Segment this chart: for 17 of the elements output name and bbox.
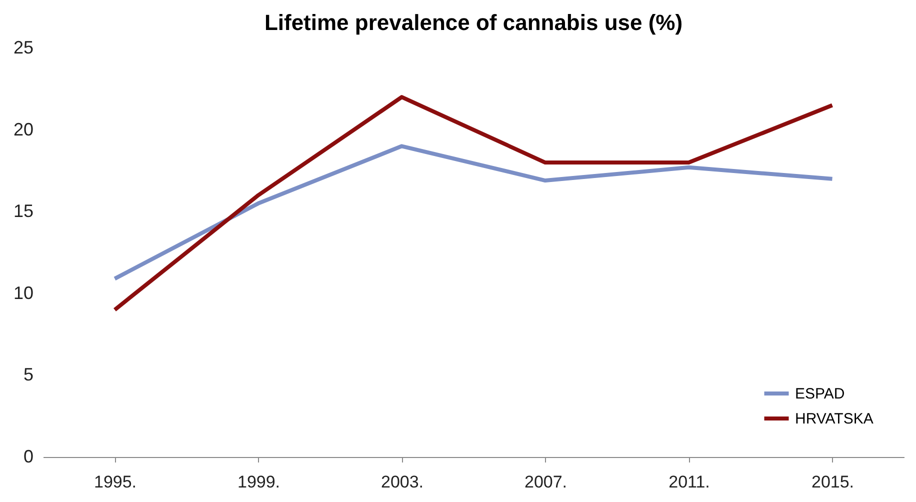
- x-tick-label: 1999.: [237, 472, 280, 492]
- y-tick-label: 25: [13, 38, 34, 58]
- y-tick-label: 10: [13, 282, 34, 303]
- line-series: [112, 144, 834, 281]
- x-tick-label: 2007.: [524, 472, 568, 492]
- y-tick-label: 15: [13, 201, 34, 222]
- x-tick-label: 2015.: [811, 472, 854, 492]
- x-tick-label: 2003.: [380, 472, 424, 492]
- legend-label: ESPAD: [795, 386, 845, 402]
- y-tick-label: 5: [23, 364, 34, 385]
- y-tick-label: 0: [23, 446, 34, 466]
- x-tick-label: 1995.: [94, 472, 137, 492]
- x-tick-label: 2011.: [668, 472, 710, 492]
- y-tick-label: 20: [13, 119, 34, 140]
- line-series: [112, 95, 834, 312]
- chart-title: Lifetime prevalence of cannabis use (%): [264, 10, 683, 35]
- legend-label: HRVATSKA: [795, 410, 874, 428]
